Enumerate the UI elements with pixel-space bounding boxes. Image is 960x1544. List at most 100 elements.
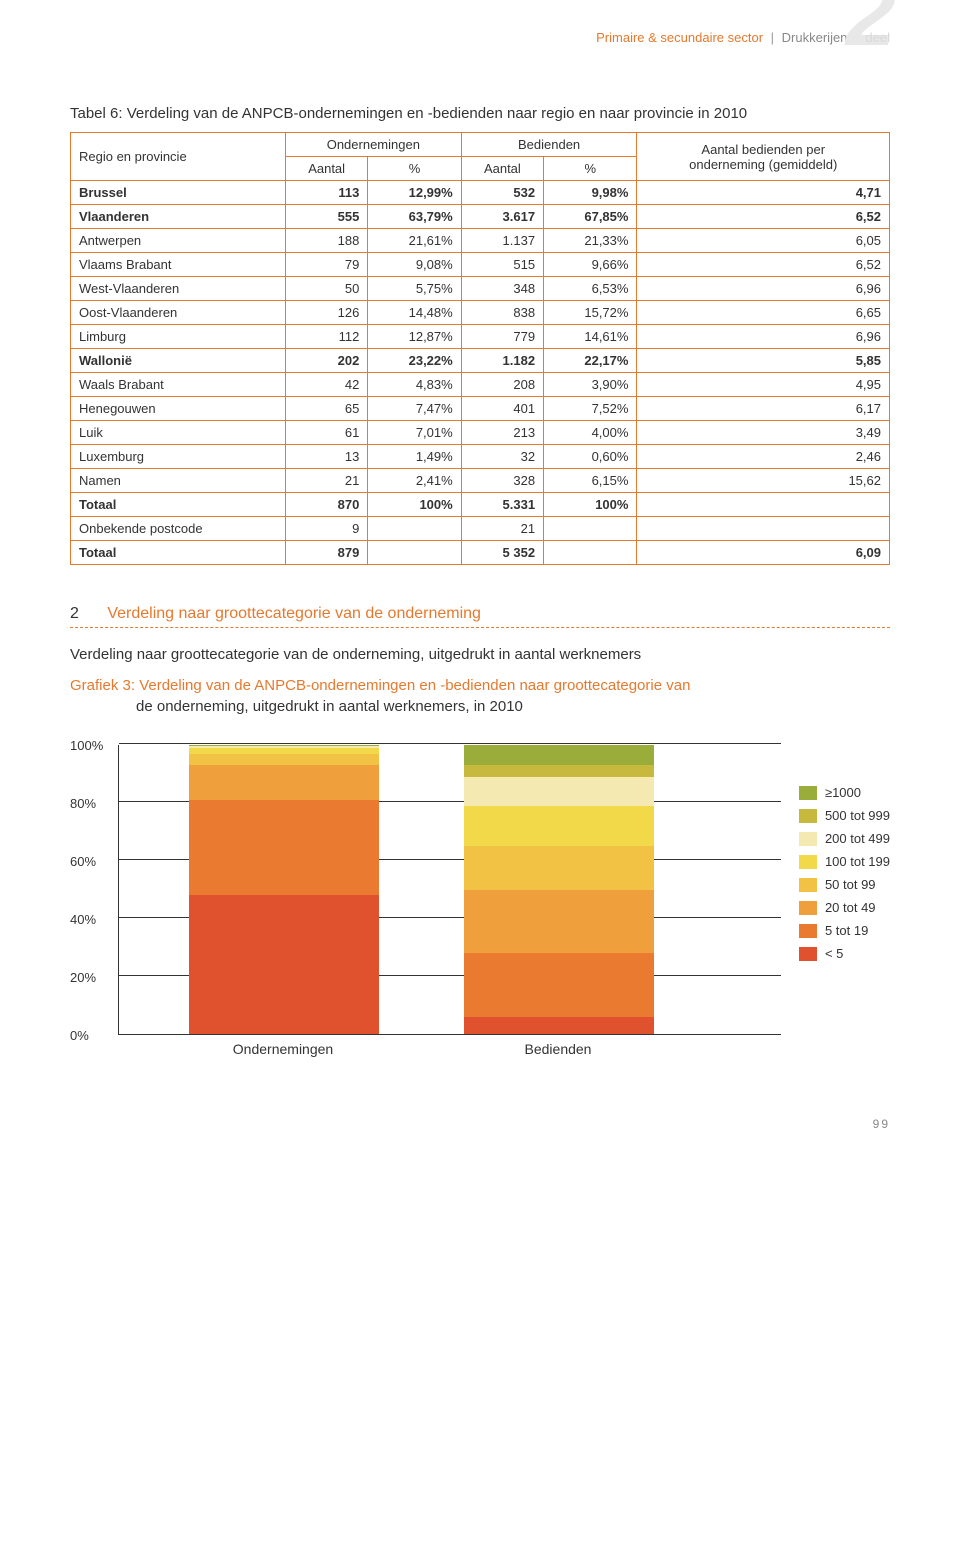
- table-cell: 23,22%: [368, 349, 461, 373]
- table-cell: 4,00%: [544, 421, 637, 445]
- table-cell: 213: [461, 421, 543, 445]
- table-cell: 188: [285, 229, 367, 253]
- y-tick-label: 100%: [70, 738, 103, 753]
- table-cell: 5,75%: [368, 277, 461, 301]
- table-cell: 12,99%: [368, 181, 461, 205]
- y-tick-label: 20%: [70, 970, 96, 985]
- table-cell: Henegouwen: [71, 397, 286, 421]
- chart-bar: [464, 745, 654, 1034]
- table-cell: 32: [461, 445, 543, 469]
- table-cell: 12,87%: [368, 325, 461, 349]
- breadcrumb-sep: |: [771, 30, 774, 45]
- table-cell: 555: [285, 205, 367, 229]
- legend-label: < 5: [825, 946, 843, 961]
- col-bed-aantal: Aantal: [461, 157, 543, 181]
- table-title: Tabel 6: Verdeling van de ANPCB-ondernem…: [70, 105, 890, 122]
- table-cell: 15,62: [637, 469, 890, 493]
- page-number: 99: [70, 1117, 890, 1131]
- table-cell: 42: [285, 373, 367, 397]
- table-cell: Namen: [71, 469, 286, 493]
- table-row: Luxemburg131,49%320,60%2,46: [71, 445, 890, 469]
- legend-item: 500 tot 999: [799, 808, 890, 823]
- table-cell: [544, 541, 637, 565]
- table-cell: 21: [285, 469, 367, 493]
- table-cell: 202: [285, 349, 367, 373]
- table-cell: 6,05: [637, 229, 890, 253]
- legend-item: 20 tot 49: [799, 900, 890, 915]
- y-tick-label: 60%: [70, 854, 96, 869]
- chart-bar-segment: [464, 953, 654, 1017]
- table-cell: West-Vlaanderen: [71, 277, 286, 301]
- table-cell: [368, 517, 461, 541]
- table-cell: 6,96: [637, 277, 890, 301]
- table-cell: 7,01%: [368, 421, 461, 445]
- chart-bar: [189, 745, 379, 1034]
- table-row: Limburg11212,87%77914,61%6,96: [71, 325, 890, 349]
- col-bedienden: Bedienden: [461, 133, 637, 157]
- table-cell: 0,60%: [544, 445, 637, 469]
- table-cell: 401: [461, 397, 543, 421]
- y-tick-label: 0%: [70, 1028, 89, 1043]
- section-divider: [70, 627, 890, 628]
- chart-bar-segment: [189, 895, 379, 1034]
- chart-bar-segment: [464, 1017, 654, 1034]
- y-tick-label: 80%: [70, 796, 96, 811]
- table-cell: 50: [285, 277, 367, 301]
- chart-bar-segment: [189, 765, 379, 800]
- chart-bar-segment: [464, 777, 654, 806]
- table-cell: Totaal: [71, 541, 286, 565]
- table-cell: 5 352: [461, 541, 543, 565]
- table-cell: 4,83%: [368, 373, 461, 397]
- table-row: Luik617,01%2134,00%3,49: [71, 421, 890, 445]
- legend-item: 100 tot 199: [799, 854, 890, 869]
- table-cell: 65: [285, 397, 367, 421]
- table-cell: Vlaanderen: [71, 205, 286, 229]
- table-cell: Vlaams Brabant: [71, 253, 286, 277]
- table-cell: 3.617: [461, 205, 543, 229]
- table-cell: Onbekende postcode: [71, 517, 286, 541]
- x-tick-label: Bedienden: [463, 1041, 653, 1057]
- table-cell: Luxemburg: [71, 445, 286, 469]
- table-cell: [637, 517, 890, 541]
- table-cell: Totaal: [71, 493, 286, 517]
- table-cell: 4,71: [637, 181, 890, 205]
- table-cell: 5,85: [637, 349, 890, 373]
- table-cell: 5.331: [461, 493, 543, 517]
- chart-bar-segment: [464, 745, 654, 765]
- legend-label: 100 tot 199: [825, 854, 890, 869]
- table-cell: 14,48%: [368, 301, 461, 325]
- table-row: Vlaanderen55563,79%3.61767,85%6,52: [71, 205, 890, 229]
- table-cell: 6,09: [637, 541, 890, 565]
- table-row: West-Vlaanderen505,75%3486,53%6,96: [71, 277, 890, 301]
- legend-item: < 5: [799, 946, 890, 961]
- table-cell: 126: [285, 301, 367, 325]
- table-cell: 870: [285, 493, 367, 517]
- table-cell: 879: [285, 541, 367, 565]
- chart-bar-segment: [189, 800, 379, 895]
- legend-item: 50 tot 99: [799, 877, 890, 892]
- table-cell: 2,41%: [368, 469, 461, 493]
- table-cell: 100%: [544, 493, 637, 517]
- chart-plot: [118, 745, 781, 1035]
- col-gemiddeld: Aantal bedienden per onderneming (gemidd…: [637, 133, 890, 181]
- table-cell: 9,08%: [368, 253, 461, 277]
- table-row: Wallonië20223,22%1.18222,17%5,85: [71, 349, 890, 373]
- table-cell: [544, 517, 637, 541]
- chart: 0%20%40%60%80%100% OndernemingenBediende…: [70, 745, 890, 1057]
- table-cell: 63,79%: [368, 205, 461, 229]
- table-row: Antwerpen18821,61%1.13721,33%6,05: [71, 229, 890, 253]
- table-cell: 1.137: [461, 229, 543, 253]
- x-tick-label: Ondernemingen: [188, 1041, 378, 1057]
- table-cell: 9: [285, 517, 367, 541]
- table-cell: 6,17: [637, 397, 890, 421]
- legend-swatch: [799, 855, 817, 869]
- table-cell: 14,61%: [544, 325, 637, 349]
- table-cell: 3,90%: [544, 373, 637, 397]
- legend-swatch: [799, 832, 817, 846]
- table-cell: Limburg: [71, 325, 286, 349]
- page-header: Primaire & secundaire sector | Drukkerij…: [70, 30, 890, 45]
- legend-label: 500 tot 999: [825, 808, 890, 823]
- table-cell: 779: [461, 325, 543, 349]
- deel-badge: 2 deel: [865, 30, 890, 45]
- table-cell: 15,72%: [544, 301, 637, 325]
